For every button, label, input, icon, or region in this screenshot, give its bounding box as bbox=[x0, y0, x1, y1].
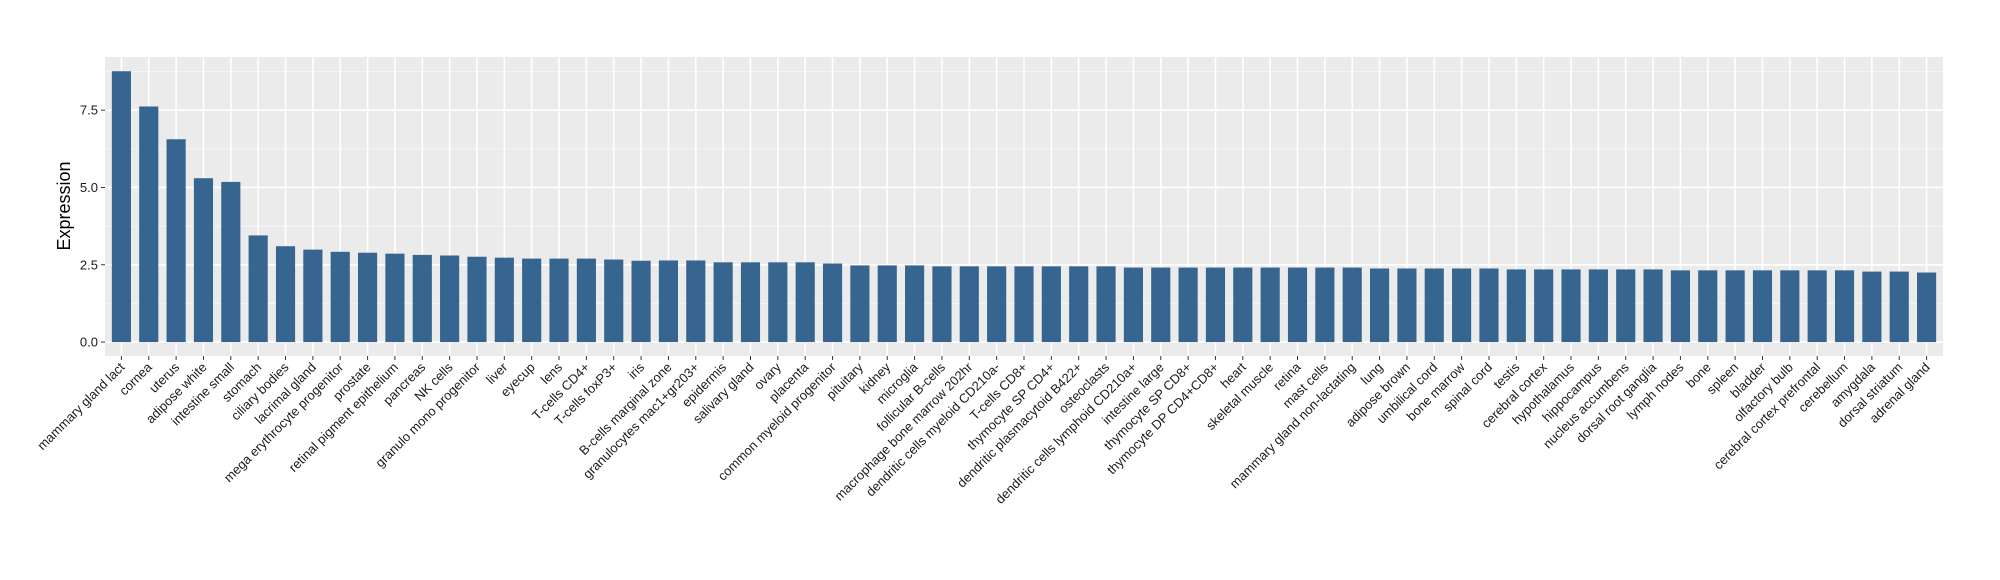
bars bbox=[111, 71, 1937, 343]
bar bbox=[1123, 267, 1143, 343]
bar bbox=[385, 253, 405, 343]
bar bbox=[1807, 270, 1827, 343]
bar bbox=[1014, 266, 1034, 343]
bar bbox=[1397, 268, 1417, 343]
bar bbox=[1315, 267, 1335, 343]
bar bbox=[1178, 267, 1198, 343]
bar bbox=[768, 262, 788, 343]
bar bbox=[850, 265, 870, 343]
bar bbox=[357, 252, 378, 343]
bar bbox=[303, 249, 323, 343]
bar bbox=[1069, 266, 1089, 343]
bar bbox=[522, 258, 542, 343]
bar bbox=[1561, 269, 1581, 343]
bar bbox=[877, 265, 897, 343]
bar bbox=[193, 178, 214, 343]
bar bbox=[658, 260, 679, 343]
bar bbox=[631, 260, 651, 343]
y-axis: 0.0 2.5 5.0 7.5 bbox=[80, 103, 105, 350]
bar bbox=[1205, 267, 1226, 343]
bar bbox=[166, 139, 186, 343]
bar bbox=[549, 258, 569, 343]
bar bbox=[905, 265, 925, 343]
bar bbox=[822, 263, 843, 343]
bar bbox=[111, 71, 131, 343]
bar bbox=[1780, 270, 1800, 343]
bar bbox=[795, 262, 815, 343]
bar bbox=[1670, 270, 1691, 343]
bar bbox=[1151, 267, 1171, 343]
bar bbox=[1424, 268, 1444, 343]
bar bbox=[1342, 267, 1362, 343]
bar bbox=[740, 262, 761, 343]
bar bbox=[1889, 271, 1909, 343]
bar bbox=[1287, 267, 1308, 343]
bar bbox=[1917, 272, 1937, 343]
bar bbox=[412, 254, 432, 343]
y-tick-label: 5.0 bbox=[80, 180, 98, 195]
bar bbox=[440, 255, 460, 343]
bar bbox=[275, 246, 296, 343]
bar bbox=[494, 257, 514, 343]
bar bbox=[932, 266, 952, 343]
bar bbox=[576, 258, 596, 343]
y-tick-label: 7.5 bbox=[80, 103, 98, 118]
bar bbox=[713, 262, 733, 343]
bar bbox=[1479, 268, 1499, 343]
bar bbox=[959, 266, 979, 343]
bar bbox=[1041, 266, 1061, 343]
y-tick-label: 0.0 bbox=[80, 335, 98, 350]
bar bbox=[1643, 269, 1663, 343]
bar bbox=[604, 259, 624, 343]
bar bbox=[1096, 266, 1116, 343]
bar bbox=[1534, 269, 1554, 343]
bar bbox=[467, 256, 487, 343]
bar bbox=[1369, 268, 1390, 343]
bar bbox=[686, 260, 706, 343]
y-axis-title: Expression bbox=[54, 161, 74, 250]
bar bbox=[221, 181, 241, 343]
y-tick-label: 2.5 bbox=[80, 257, 98, 272]
bar bbox=[248, 235, 268, 343]
bar bbox=[1862, 271, 1882, 343]
bar bbox=[1260, 267, 1280, 343]
bar bbox=[1698, 270, 1718, 343]
bar bbox=[1506, 269, 1526, 343]
bar bbox=[1616, 269, 1636, 343]
bar bbox=[1752, 270, 1773, 343]
bar bbox=[1452, 268, 1472, 343]
bar bbox=[1725, 270, 1745, 343]
bar bbox=[1834, 270, 1855, 343]
bar bbox=[139, 106, 159, 343]
x-tick-label: mammary gland lact bbox=[34, 359, 128, 453]
bar bbox=[330, 251, 350, 343]
bar bbox=[1233, 267, 1253, 343]
bar bbox=[987, 266, 1007, 343]
bar bbox=[1588, 269, 1608, 343]
